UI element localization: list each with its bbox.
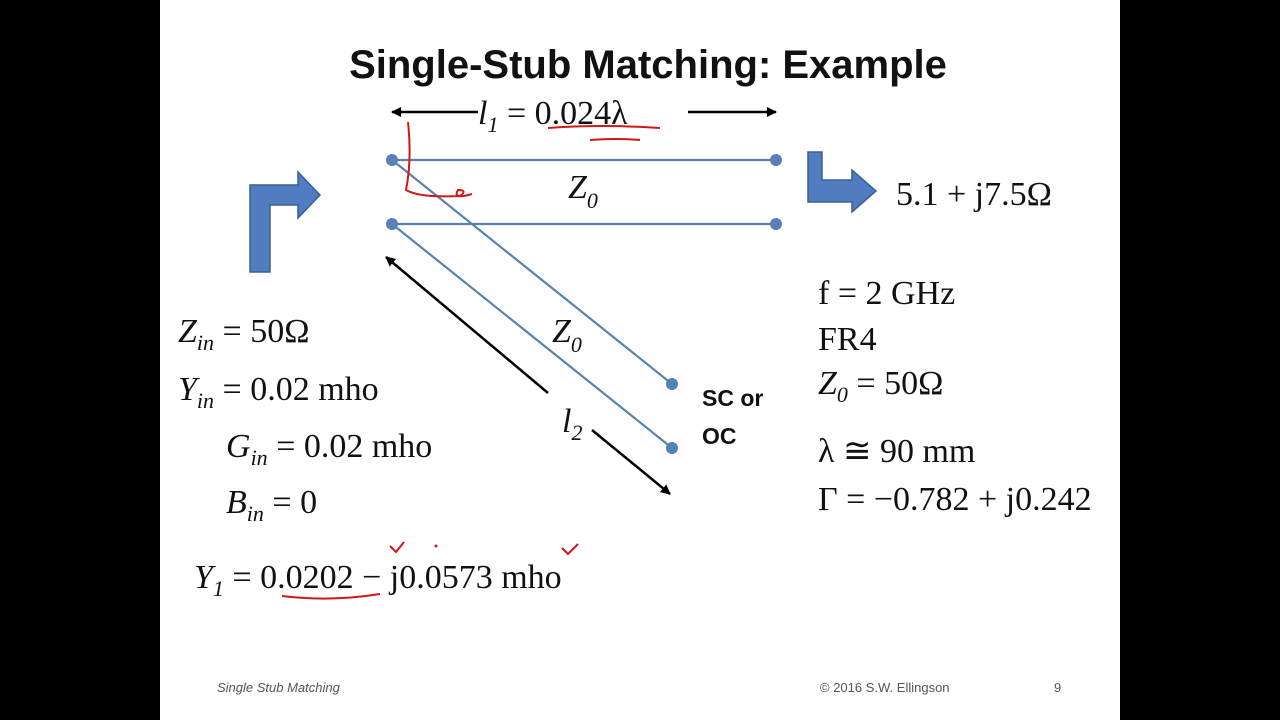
text-part: 1: [213, 576, 224, 601]
text-part: l: [562, 403, 571, 440]
slide-title: Single-Stub Matching: Example: [349, 43, 947, 87]
text-part: = 0: [264, 484, 317, 521]
y1: Y1 = 0.0202 − j0.0573 mho: [194, 559, 562, 601]
page-number: 9: [1054, 680, 1061, 695]
text-part: B: [226, 484, 247, 521]
reflection-coefficient: Γ = −0.782 + j0.242: [818, 481, 1092, 518]
bin: Bin = 0: [226, 484, 317, 526]
dimension-arrow: [591, 429, 671, 495]
input-arrow: [249, 170, 322, 273]
text-part: = 50Ω: [214, 313, 309, 350]
footer-topic: Single Stub Matching: [217, 680, 341, 695]
text-part: 0: [571, 332, 582, 357]
text-part: 2: [571, 420, 582, 445]
frequency: f = 2 GHz: [818, 275, 955, 312]
z0-stub-label: Z0: [552, 313, 582, 357]
material: FR4: [818, 321, 877, 358]
text-part: Z: [178, 313, 198, 350]
text-part: in: [251, 445, 268, 470]
text-part: Z: [818, 365, 838, 402]
terminals: [386, 154, 782, 454]
stub-conductor: [391, 223, 673, 449]
footer-copyright: © 2016 S.W. Ellingson: [820, 680, 950, 695]
text-part: 0: [587, 188, 598, 213]
z0-line-label: Z0: [568, 169, 598, 213]
z0-value: Z0 = 50Ω: [818, 365, 943, 407]
text-part: = 0.02 mho: [268, 428, 433, 465]
text-part: G: [226, 428, 251, 465]
stub-end-label: SC or: [702, 385, 763, 411]
load-impedance: 5.1 + j7.5Ω: [896, 176, 1052, 213]
l2-label: l2: [562, 403, 582, 445]
text-part: 1: [487, 112, 498, 137]
ink-annotations: [281, 121, 661, 600]
l1-label: l1 = 0.024λ: [478, 95, 628, 137]
text-part: Y: [194, 559, 216, 596]
text-part: in: [197, 388, 214, 413]
gin: Gin = 0.02 mho: [226, 428, 432, 470]
text-part: = 0.0202 − j0.0573 mho: [224, 559, 562, 596]
dimension-arrow: [385, 256, 549, 394]
zin: Zin = 50Ω: [178, 313, 310, 355]
text-part: Y: [178, 371, 200, 408]
text-part: 0: [837, 382, 848, 407]
text-part: Z: [568, 169, 588, 206]
load-arrow: [807, 151, 878, 214]
text-part: = 0.02 mho: [214, 371, 379, 408]
stub-conductor: [391, 159, 673, 385]
text-part: in: [247, 501, 264, 526]
slide: [160, 0, 1120, 720]
text-part: Z: [552, 313, 572, 350]
yin: Yin = 0.02 mho: [178, 371, 379, 413]
wavelength: λ ≅ 90 mm: [818, 433, 975, 470]
text-part: l: [478, 95, 487, 132]
text-part: = 50Ω: [848, 365, 943, 402]
stub-end-label: OC: [702, 423, 737, 449]
text-part: in: [197, 330, 214, 355]
